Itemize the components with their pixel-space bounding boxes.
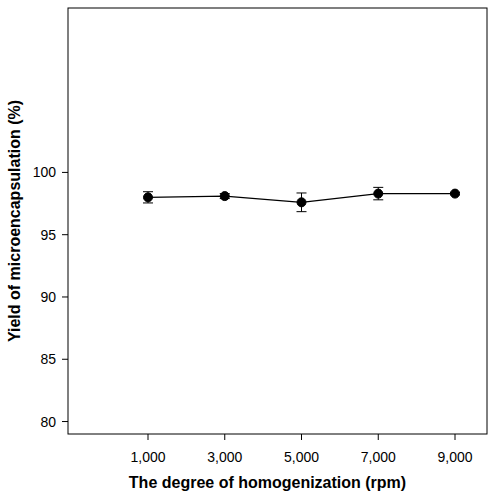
x-tick-label: 7,000 xyxy=(361,449,396,465)
error-cap xyxy=(373,199,383,200)
x-tick-label: 9,000 xyxy=(437,449,472,465)
x-tick-label: 3,000 xyxy=(207,449,242,465)
data-point xyxy=(144,193,153,202)
x-tick xyxy=(224,434,225,440)
y-tick xyxy=(62,234,68,235)
y-axis-title: Yield of microencapsulation (%) xyxy=(6,100,23,342)
x-tick xyxy=(301,434,302,440)
x-tick-label: 1,000 xyxy=(130,449,165,465)
data-point xyxy=(297,198,306,207)
y-tick-label: 85 xyxy=(40,351,56,367)
y-tick xyxy=(62,296,68,297)
data-point xyxy=(374,189,383,198)
data-group xyxy=(143,187,460,211)
x-tick-label: 5,000 xyxy=(284,449,319,465)
plot-frame xyxy=(68,8,487,434)
y-tick xyxy=(62,359,68,360)
y-tick-label: 100 xyxy=(33,164,57,180)
y-tick xyxy=(62,421,68,422)
error-bar xyxy=(297,193,307,212)
error-cap xyxy=(143,191,153,192)
y-tick-label: 90 xyxy=(40,289,56,305)
data-point xyxy=(220,192,229,201)
y-tick-label: 95 xyxy=(40,227,56,243)
x-tick xyxy=(148,434,149,440)
error-cap xyxy=(143,202,153,203)
error-cap xyxy=(373,187,383,188)
chart-svg: 80 85 90 95 100 1,000 3,000 5,000 7,000 9,000 The … xyxy=(0,0,490,494)
error-bar xyxy=(373,187,383,199)
y-tick xyxy=(62,172,68,173)
x-tick xyxy=(455,434,456,440)
error-cap xyxy=(297,192,307,193)
y-tick-label: 80 xyxy=(40,414,56,430)
x-tick xyxy=(378,434,379,440)
error-cap xyxy=(297,211,307,212)
error-bar xyxy=(143,192,153,203)
data-point xyxy=(451,189,460,198)
x-axis-title: The degree of homogenization (rpm) xyxy=(129,474,406,491)
chart-container: 80 85 90 95 100 1,000 3,000 5,000 7,000 9,000 The … xyxy=(0,0,490,494)
